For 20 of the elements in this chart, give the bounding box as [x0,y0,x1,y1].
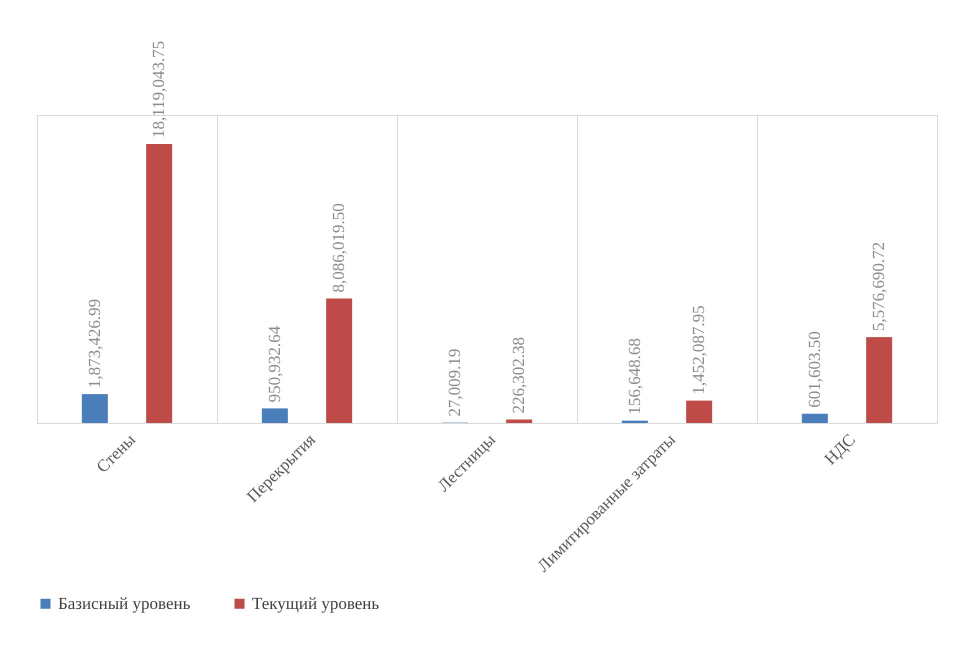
bar [686,400,712,423]
data-label: 5,576,690.72 [869,242,888,332]
legend-label: Базисный уровень [58,594,191,613]
data-label: 156,648.68 [624,338,644,415]
data-label: 601,603.50 [804,331,824,408]
data-label: 950,932.64 [264,325,284,402]
legend-label: Текущий уровень [252,594,380,613]
data-label: 1,452,087.95 [689,305,708,395]
bar [802,414,828,423]
data-label: 1,873,426.99 [84,298,104,388]
data-label: 18,119,043.75 [149,40,168,138]
bar [146,144,172,423]
bar [82,394,108,423]
data-label: 27,009.19 [444,348,464,417]
bar [866,337,892,423]
bar [506,420,532,423]
data-label: 8,086,019.50 [329,203,348,292]
bar [262,408,288,423]
bar [326,298,352,423]
data-label: 226,302.38 [509,337,528,414]
